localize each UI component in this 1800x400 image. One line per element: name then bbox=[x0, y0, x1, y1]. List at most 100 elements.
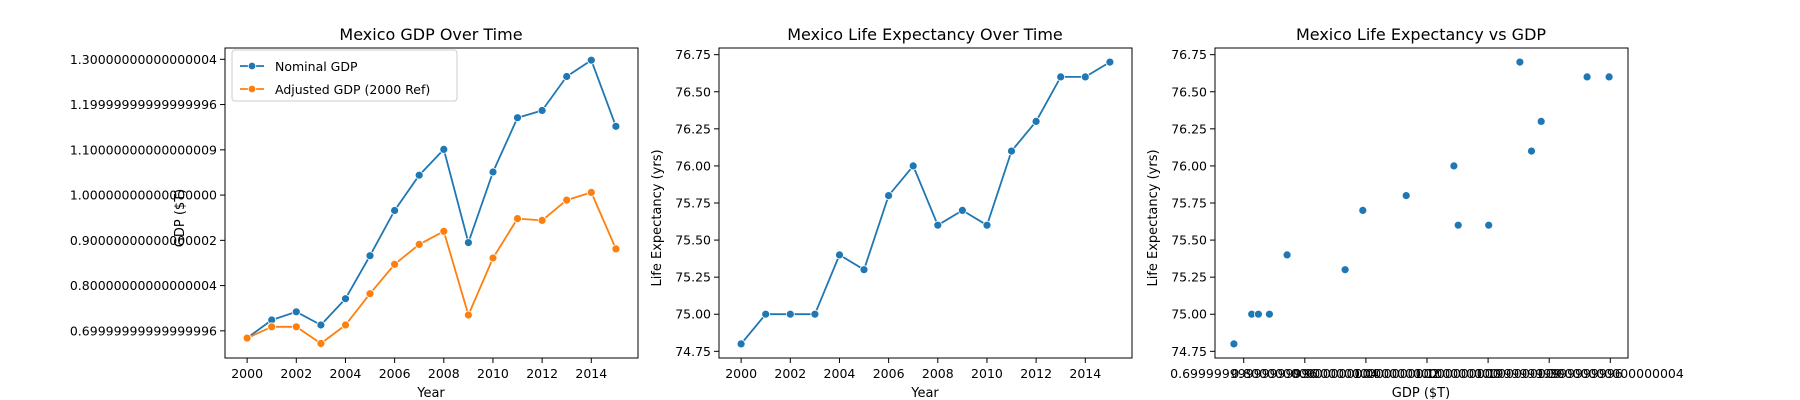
data-point bbox=[562, 72, 572, 81]
data-point bbox=[365, 289, 375, 299]
y-tick-label: 1.30000000000000004 bbox=[70, 52, 217, 67]
chart-title: Mexico Life Expectancy Over Time bbox=[787, 25, 1063, 44]
gdp-over-time-chart: Mexico GDP Over Time Year GDP ($T) 2000 2… bbox=[70, 25, 639, 400]
y-tick-label: 1.19999999999999996 bbox=[70, 97, 217, 112]
data-point bbox=[537, 106, 547, 115]
data-point bbox=[316, 320, 326, 330]
data-point bbox=[1340, 265, 1350, 275]
data-point bbox=[908, 161, 918, 171]
data-point bbox=[586, 55, 596, 65]
data-point bbox=[1254, 309, 1263, 319]
data-point bbox=[1582, 72, 1592, 82]
legend-box bbox=[231, 49, 458, 102]
x-tick-label: 2006 bbox=[379, 366, 411, 381]
data-point bbox=[1265, 309, 1274, 319]
data-point bbox=[414, 239, 424, 249]
axis-ticks: 2000 2002 2004 2006 2008 2010 2012 2014 74.75 75.… bbox=[675, 47, 1101, 381]
legend-label-nominal: Nominal GDP bbox=[275, 59, 358, 74]
data-point bbox=[390, 259, 400, 269]
x-tick-label: 2000 bbox=[725, 366, 757, 381]
data-point bbox=[586, 187, 596, 197]
data-point bbox=[291, 307, 301, 317]
series-line-1 bbox=[246, 191, 617, 345]
data-point bbox=[562, 195, 572, 205]
plot-frame bbox=[1214, 47, 1629, 359]
data-point bbox=[341, 294, 350, 304]
legend-label-adjusted: Adjusted GDP (2000 Ref) bbox=[275, 82, 430, 97]
y-tick-label: 76.25 bbox=[675, 121, 711, 136]
x-axis-label: GDP ($T) bbox=[1392, 386, 1450, 400]
data-point bbox=[341, 320, 350, 330]
y-tick-label: 76.00 bbox=[1171, 158, 1207, 173]
x-axis-label: Year bbox=[910, 386, 939, 400]
x-tick-label: 1.00000000000000000 bbox=[1353, 366, 1500, 381]
y-tick-label: 75.00 bbox=[1171, 307, 1207, 322]
data-marks bbox=[736, 57, 1115, 349]
x-tick-label: 2004 bbox=[824, 366, 856, 381]
y-tick-label: 0.69999999999999996 bbox=[70, 323, 217, 338]
axis-ticks: 2000 2002 2004 2006 2008 2010 2012 2014 0.699999… bbox=[70, 52, 607, 381]
data-point bbox=[1536, 117, 1546, 126]
data-point bbox=[1484, 220, 1494, 230]
data-point bbox=[1105, 57, 1115, 67]
data-point bbox=[1282, 250, 1292, 260]
data-point bbox=[1453, 220, 1463, 230]
x-tick-label: 0.69999999999999996 bbox=[1170, 366, 1317, 381]
data-point bbox=[835, 250, 844, 260]
data-point bbox=[439, 226, 449, 236]
data-point bbox=[611, 121, 621, 131]
chart-title: Mexico Life Expectancy vs GDP bbox=[1296, 25, 1546, 44]
data-point bbox=[1007, 146, 1016, 156]
data-point bbox=[611, 244, 621, 254]
y-tick-label: 75.00 bbox=[675, 307, 711, 322]
data-point bbox=[884, 191, 893, 201]
x-tick-label: 2014 bbox=[575, 366, 607, 381]
data-point bbox=[463, 310, 473, 320]
x-tick-label: 2006 bbox=[873, 366, 905, 381]
y-tick-label: 76.50 bbox=[1171, 84, 1207, 99]
y-tick-label: 1.00000000000000000 bbox=[70, 188, 217, 203]
data-point bbox=[488, 253, 498, 263]
data-point bbox=[488, 167, 498, 177]
data-point bbox=[1449, 161, 1459, 171]
x-tick-label: 2008 bbox=[428, 366, 460, 381]
x-tick-label: 2000 bbox=[231, 366, 263, 381]
data-point bbox=[736, 339, 746, 349]
x-tick-label: 1.19999999999999996 bbox=[1476, 366, 1623, 381]
y-axis-label: Life Expectancy (yrs) bbox=[650, 149, 665, 286]
data-marks bbox=[242, 55, 621, 348]
data-point bbox=[785, 309, 795, 319]
y-axis-label: Life Expectancy (yrs) bbox=[1146, 149, 1161, 286]
data-point bbox=[1229, 339, 1239, 349]
x-tick-label: 0.80000000000000004 bbox=[1231, 366, 1378, 381]
data-point bbox=[316, 339, 326, 348]
life-expectancy-vs-gdp-chart: Mexico Life Expectancy vs GDP GDP ($T) L… bbox=[1146, 25, 1684, 400]
data-point bbox=[365, 251, 375, 261]
y-tick-label: 1.10000000000000009 bbox=[70, 142, 217, 157]
data-point bbox=[982, 220, 992, 230]
y-tick-label: 74.75 bbox=[1171, 344, 1207, 359]
data-point bbox=[1527, 146, 1536, 156]
x-tick-label: 0.90000000000000002 bbox=[1292, 366, 1439, 381]
x-tick-label: 2008 bbox=[922, 366, 954, 381]
y-axis-label: GDP ($T) bbox=[173, 189, 188, 247]
data-point bbox=[1604, 72, 1614, 82]
y-tick-label: 76.25 bbox=[1171, 121, 1207, 136]
chart-title: Mexico GDP Over Time bbox=[339, 25, 522, 44]
data-point bbox=[291, 322, 301, 332]
data-point bbox=[513, 113, 522, 123]
y-tick-label: 76.50 bbox=[675, 84, 711, 99]
y-tick-label: 75.25 bbox=[675, 270, 711, 285]
data-point bbox=[242, 333, 252, 343]
data-point bbox=[1515, 57, 1525, 67]
y-tick-label: 75.50 bbox=[675, 233, 711, 248]
series-line-0 bbox=[246, 59, 617, 339]
x-tick-label: 2004 bbox=[330, 366, 362, 381]
x-axis-label: Year bbox=[416, 386, 445, 400]
data-point bbox=[1080, 72, 1090, 82]
legend-marker-nominal bbox=[247, 61, 257, 71]
data-point bbox=[933, 220, 943, 230]
data-point bbox=[1358, 205, 1368, 215]
data-point bbox=[414, 170, 424, 180]
